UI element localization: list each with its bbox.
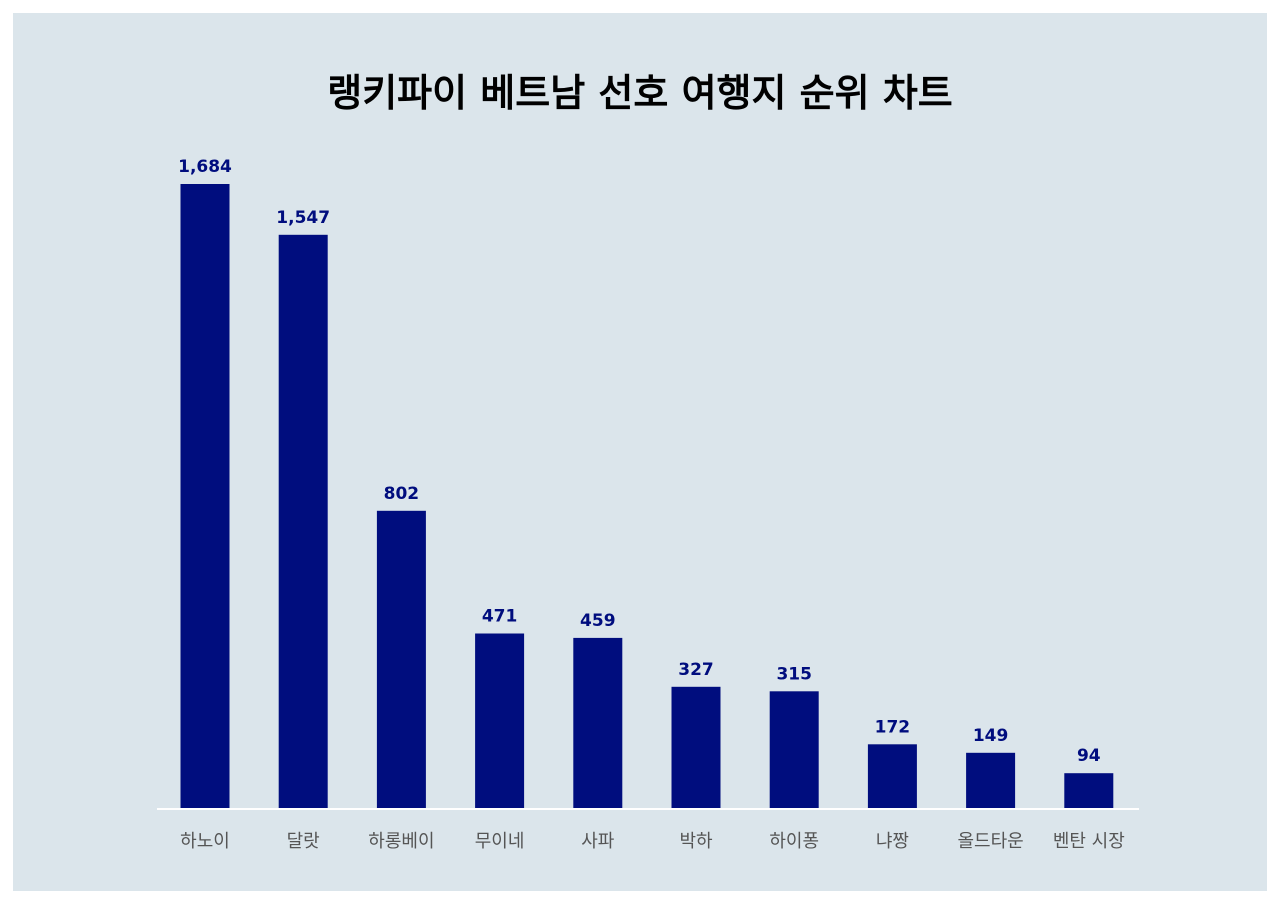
bar-5 xyxy=(671,686,721,808)
x-tick-label-1: 달랏 xyxy=(287,831,320,852)
x-tick-label-8: 올드타운 xyxy=(957,831,1023,852)
x-tick-label-0: 하노이 xyxy=(180,831,230,852)
value-label-5: 327 xyxy=(678,660,714,680)
value-label-3: 471 xyxy=(482,607,518,627)
bar-7 xyxy=(867,744,917,808)
x-tick-label-4: 사파 xyxy=(581,831,615,852)
value-label-6: 315 xyxy=(776,664,812,684)
value-label-4: 459 xyxy=(580,611,616,631)
value-label-0: 1,684 xyxy=(178,157,232,177)
bar-6 xyxy=(769,691,819,808)
bar-3 xyxy=(475,633,525,808)
bar-4 xyxy=(573,637,623,808)
x-tick-label-2: 하롱베이 xyxy=(368,831,434,852)
x-tick-label-9: 벤탄 시장 xyxy=(1053,831,1125,852)
value-label-8: 149 xyxy=(973,726,1009,746)
value-label-9: 94 xyxy=(1077,746,1101,766)
x-tick-label-3: 무이네 xyxy=(475,831,525,852)
value-label-1: 1,547 xyxy=(276,208,330,228)
chart-title: 랭키파이 베트남 선호 여행지 순위 차트 xyxy=(327,71,953,115)
x-tick-label-6: 하이퐁 xyxy=(769,831,819,852)
x-tick-label-7: 냐짱 xyxy=(876,831,909,852)
bar-9 xyxy=(1064,773,1114,808)
bar-8 xyxy=(966,752,1016,808)
x-tick-label-5: 박하 xyxy=(679,831,713,852)
bar-2 xyxy=(376,510,426,808)
bar-1 xyxy=(278,234,328,809)
value-label-7: 172 xyxy=(875,717,911,737)
value-label-2: 802 xyxy=(384,484,420,504)
bar-0 xyxy=(180,184,230,808)
